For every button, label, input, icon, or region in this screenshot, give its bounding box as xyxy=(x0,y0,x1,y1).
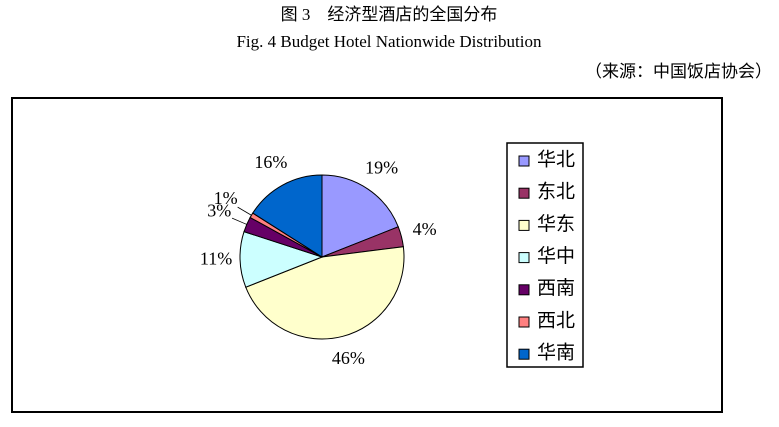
legend-label: 华北 xyxy=(537,148,575,170)
plot-frame xyxy=(11,97,723,413)
data-label: 11% xyxy=(200,248,232,268)
legend-swatch xyxy=(518,348,530,360)
pie-slice xyxy=(252,174,323,258)
chart-title: 图 3 经济型酒店的全国分布 xyxy=(281,5,498,24)
legend-label: 西南 xyxy=(537,277,575,299)
legend-swatch xyxy=(518,187,530,199)
legend-swatch xyxy=(518,252,530,264)
legend-label: 西北 xyxy=(537,309,575,331)
legend-swatch xyxy=(518,155,530,167)
chart-subtitle: Fig. 4 Budget Hotel Nationwide Distribut… xyxy=(236,32,542,51)
pie-slice xyxy=(245,246,405,340)
data-label: 46% xyxy=(332,348,365,368)
legend-label: 东北 xyxy=(537,181,575,203)
data-label: 1% xyxy=(214,188,238,208)
source-note: （来源：中国饭店协会） xyxy=(585,62,772,81)
data-label: 4% xyxy=(413,219,437,239)
legend-label: 华南 xyxy=(537,342,575,364)
leader-line xyxy=(237,206,252,216)
data-label: 3% xyxy=(207,201,231,221)
legend-swatch xyxy=(518,316,530,328)
pie-slice xyxy=(321,174,399,258)
data-label: 19% xyxy=(365,157,398,177)
data-label: 16% xyxy=(254,152,287,172)
legend-label: 华东 xyxy=(537,213,575,235)
legend-label: 华中 xyxy=(537,245,575,267)
legend-swatch xyxy=(518,284,530,296)
leader-line xyxy=(231,217,247,225)
legend-swatch xyxy=(518,219,530,231)
